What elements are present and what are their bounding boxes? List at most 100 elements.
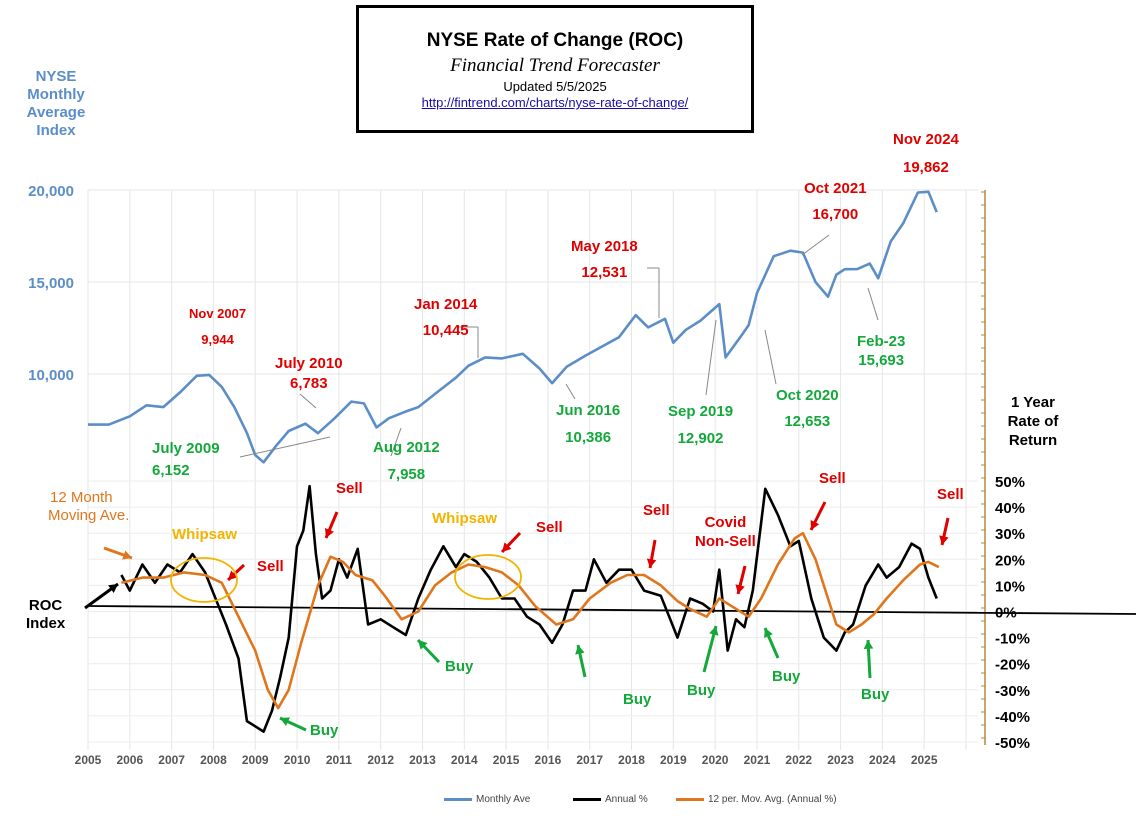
left-axis-title: NYSE Monthly Average Index (22, 68, 90, 140)
right-tick-label: -20% (995, 657, 1030, 674)
source-link[interactable]: http://fintrend.com/charts/nyse-rate-of-… (421, 95, 689, 110)
series-monthly-line (88, 190, 938, 464)
buy-arrow-head (709, 626, 719, 636)
right-tick-label: -10% (995, 631, 1030, 648)
x-tick-label: 2020 (702, 753, 729, 767)
x-tick-label: 2019 (660, 753, 687, 767)
annotation-date: Aug 2012 (373, 439, 440, 456)
x-tick-label: 2024 (869, 753, 896, 767)
x-tick-label: 2011 (326, 753, 352, 767)
x-tick-label: 2008 (200, 753, 227, 767)
sell-arrow-head (228, 570, 238, 580)
roc-baseline (87, 605, 1136, 615)
roc-label-line: ROC (28, 597, 63, 614)
annotation-date: Feb-23 (857, 333, 906, 350)
buy-label: Buy (772, 668, 801, 685)
annotation-jun-2016: Jun 2016 10,386 (556, 397, 620, 451)
right-tick-label: -40% (995, 709, 1030, 726)
covid-line: Covid (704, 514, 747, 531)
x-tick-label: 2014 (451, 753, 478, 767)
updated-date: Updated 5/5/2025 (503, 79, 607, 94)
x-tick-label: 2017 (576, 753, 603, 767)
annotation-oct-2020: Oct 2020 12,653 (776, 383, 839, 435)
whipsaw-circle (454, 554, 522, 600)
sell-label: Sell (257, 558, 284, 575)
sell-label: Sell (536, 519, 563, 536)
right-tick-label: 40% (995, 500, 1025, 517)
buy-arrow-head (764, 628, 773, 638)
legend-swatch-annual (573, 798, 601, 801)
annotation-value: 12,902 (677, 430, 724, 447)
right-axis-title-line: Return (1008, 432, 1058, 449)
x-tick-label: 2015 (493, 753, 520, 767)
left-axis-title-line: Average (26, 104, 86, 121)
covid-arrow-head (735, 584, 745, 594)
buy-label: Buy (310, 722, 339, 739)
right-tick-label: 10% (995, 578, 1025, 595)
right-tick-label: -50% (995, 735, 1030, 752)
annotation-value: 15,693 (858, 352, 905, 369)
left-axis-title-line: NYSE (35, 68, 77, 85)
x-tick-label: 2016 (535, 753, 562, 767)
right-tick-label: 30% (995, 526, 1025, 543)
legend-label: 12 per. Mov. Avg. (Annual %) (708, 794, 837, 805)
legend-label: Monthly Ave (476, 794, 531, 805)
legend-monthly: Monthly Ave (444, 794, 530, 805)
buy-arrow-head (575, 645, 585, 655)
covid-line: Non-Sell (695, 533, 756, 550)
sell-arrow-head (502, 542, 512, 552)
annotation-nov-2024: Nov 2024 19,862 (893, 126, 959, 182)
x-tick-label: 2009 (242, 753, 269, 767)
ma-arrow-head (122, 550, 132, 560)
series-annual-line (120, 484, 938, 733)
whipsaw-label: Whipsaw (432, 510, 498, 527)
annotation-value: 16,700 (812, 206, 859, 223)
annotation-date: Jan 2014 (414, 296, 478, 313)
leader-line (565, 383, 576, 400)
left-axis-title-line: Monthly (27, 86, 85, 103)
sell-arrow-head (325, 528, 334, 538)
right-axis-title: 1 Year Rate of Return (1000, 393, 1066, 450)
left-tick-label: 10,000 (28, 367, 74, 384)
chart-title: NYSE Rate of Change (ROC) (426, 30, 684, 51)
x-tick-label: 2018 (618, 753, 645, 767)
sell-label: Sell (937, 486, 964, 503)
buy-arrow-head (280, 717, 290, 727)
annotation-value: 6,152 (152, 462, 190, 479)
right-axis-title-line: Rate of (1007, 413, 1059, 430)
x-tick-label: 2006 (116, 753, 143, 767)
annotation-date: Oct 2021 (804, 180, 867, 197)
buy-arrow-head (418, 640, 428, 650)
covid-non-sell-label: Covid Non-Sell (695, 513, 756, 551)
leader-line (299, 393, 317, 409)
title-box: NYSE Rate of Change (ROC) Financial Tren… (356, 5, 754, 133)
annotation-aug-2012: Aug 2012 7,958 (373, 434, 440, 488)
x-tick-label: 2010 (284, 753, 311, 767)
legend-ma: 12 per. Mov. Avg. (Annual %) (676, 794, 837, 805)
legend-swatch-monthly (444, 798, 472, 801)
buy-label: Buy (861, 686, 890, 703)
right-tick-label: 50% (995, 474, 1025, 491)
right-tick-label: 20% (995, 552, 1025, 569)
x-tick-label: 2023 (827, 753, 854, 767)
leader-line (390, 427, 402, 457)
x-tick-label: 2005 (75, 753, 102, 767)
leader-line (764, 329, 777, 385)
right-tick-label: -30% (995, 683, 1030, 700)
sell-arrow-head (939, 535, 949, 545)
buy-label: Buy (687, 682, 716, 699)
ma-label-line: Moving Ave. (48, 507, 130, 524)
sell-arrow-head (810, 520, 820, 530)
sell-arrow-head (646, 558, 657, 568)
left-tick-label: 15,000 (28, 275, 74, 292)
moving-average-label: 12 Month Moving Ave. (48, 489, 129, 525)
roc-arrow-head (108, 584, 118, 594)
left-tick-label: 20,000 (28, 183, 74, 200)
annotation-jul-2010: July 2010 6,783 (275, 354, 343, 394)
annotation-may-2018: May 2018 12,531 (571, 234, 638, 286)
chart-subtitle: Financial Trend Forecaster (450, 55, 660, 76)
sell-label: Sell (336, 480, 363, 497)
x-tick-label: 2025 (911, 753, 938, 767)
annotation-jul-2009: July 2009 6,152 (152, 438, 220, 482)
x-tick-label: 2013 (409, 753, 436, 767)
